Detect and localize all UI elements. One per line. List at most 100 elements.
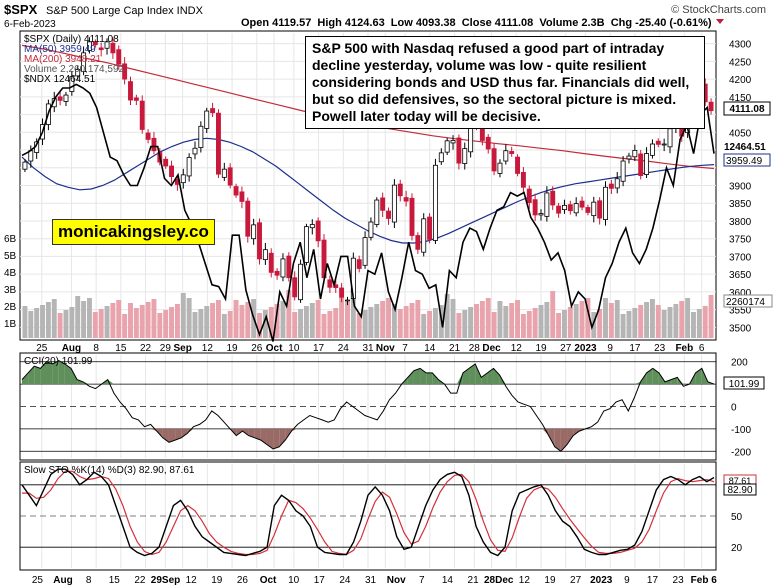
volume-bar <box>479 301 485 338</box>
cci-tick-label: -200 <box>731 447 751 458</box>
close-price-tag: 4111.08 <box>729 104 764 115</box>
candle-body <box>614 178 620 189</box>
sto-time-tick-label: 12 <box>519 575 531 586</box>
cci-positive-fill <box>665 379 672 385</box>
cci-positive-fill <box>58 360 65 385</box>
volume-bar <box>456 313 462 338</box>
candle-body <box>198 125 204 148</box>
volume-bar <box>215 300 221 338</box>
candle-body <box>356 259 362 269</box>
volume-bar <box>257 313 262 338</box>
sto-time-tick-label: 25 <box>32 575 44 586</box>
candle-body <box>538 213 544 216</box>
cci-negative-fill <box>273 428 280 450</box>
volume-bar <box>262 310 268 338</box>
volume-bar <box>497 301 503 338</box>
volume-bar <box>298 309 304 338</box>
volume-bar <box>644 302 650 338</box>
volume-bar <box>40 305 45 338</box>
candle-body <box>626 155 632 160</box>
candle-body <box>92 41 98 46</box>
volume-bar <box>151 299 157 338</box>
volume-bar <box>685 298 691 338</box>
candle-body <box>309 224 315 229</box>
time-tick-label: Nov <box>376 343 395 354</box>
volume-bar <box>380 301 386 338</box>
volume-bar <box>608 303 614 338</box>
candle-body <box>221 168 227 178</box>
time-tick-label: 2023 <box>574 343 597 354</box>
candle-body <box>391 184 397 223</box>
sto-time-tick-label: 28Dec <box>484 575 514 586</box>
volume-bar <box>321 314 327 338</box>
volume-bar <box>702 306 708 338</box>
volume-bar <box>626 311 632 338</box>
volume-bar <box>556 313 562 338</box>
volume-bar <box>603 298 608 338</box>
volume-bar <box>333 308 339 338</box>
volume-bar <box>233 300 239 338</box>
volume-bar <box>145 302 151 338</box>
volume-bar <box>544 302 550 338</box>
volume-bar <box>614 300 620 338</box>
candle-body <box>491 148 497 172</box>
candle-body <box>180 174 186 184</box>
price-tick-label: 4250 <box>729 57 752 68</box>
cci-positive-fill <box>432 372 439 385</box>
candle-body <box>556 205 562 214</box>
time-tick-label: 10 <box>288 343 300 354</box>
cci-positive-fill <box>499 375 506 385</box>
volume-bar <box>309 303 315 338</box>
ma50-line <box>21 137 715 244</box>
sto-time-tick-label: 9 <box>624 575 630 586</box>
ndx-line-group <box>21 83 715 342</box>
candle-body <box>69 76 75 92</box>
candle-body <box>608 183 614 189</box>
stochastic-indicator <box>20 468 716 557</box>
candle-body <box>661 143 667 146</box>
sto-time-tick-label: 14 <box>442 575 454 586</box>
cci-negative-fill <box>548 428 555 447</box>
candle-body <box>186 157 192 177</box>
volume-bar <box>350 299 356 338</box>
cci-positive-fill <box>413 368 421 385</box>
volume-bar <box>673 304 679 338</box>
price-tick-label: 3850 <box>729 199 752 210</box>
sto-tick-label: 50 <box>731 512 743 523</box>
cci-value-tag-box <box>723 376 765 390</box>
candle-body <box>345 299 350 302</box>
time-tick-label: 8 <box>93 343 99 354</box>
volume-bar <box>638 305 644 338</box>
time-tick-label: 29 <box>160 343 172 354</box>
ndx-price-tag: 12464.51 <box>724 142 766 153</box>
volume-bar <box>632 308 638 338</box>
cci-positive-fill <box>46 361 53 385</box>
candle-body <box>409 197 415 236</box>
axis-labels: 3500 3550 3600 3650 3700 3750 3800 3850 3900 4050… <box>4 40 752 586</box>
volume-bar <box>204 306 210 338</box>
candle-body <box>573 203 579 214</box>
candle-body <box>632 149 638 158</box>
ohlc-readout: Open 4119.57 High 4124.63 Low 4093.38 Cl… <box>241 17 712 29</box>
candle-body <box>239 191 245 202</box>
time-tick-label: 24 <box>338 343 350 354</box>
volume-tick-label: 3B <box>4 285 17 296</box>
volume-bar <box>427 311 433 338</box>
volume-bar <box>403 306 409 338</box>
legend-spx: $SPX (Daily) 4111.08 <box>24 34 119 45</box>
volume-bar <box>63 310 69 338</box>
cci-positive-fill <box>64 363 71 385</box>
candle-body <box>262 249 268 261</box>
cci-negative-fill <box>266 428 274 450</box>
time-tick-label: Aug <box>62 343 81 354</box>
candle-body <box>233 186 239 196</box>
candle-body <box>303 226 309 263</box>
volume-bar <box>268 307 274 338</box>
time-tick-label: 19 <box>227 343 239 354</box>
candle-body <box>151 137 157 152</box>
time-tick-label: 14 <box>424 343 436 354</box>
candle-body <box>380 197 386 211</box>
sto-time-tick-label: 2023 <box>590 575 613 586</box>
sto-d-line <box>22 470 715 556</box>
volume-bar <box>550 291 556 338</box>
